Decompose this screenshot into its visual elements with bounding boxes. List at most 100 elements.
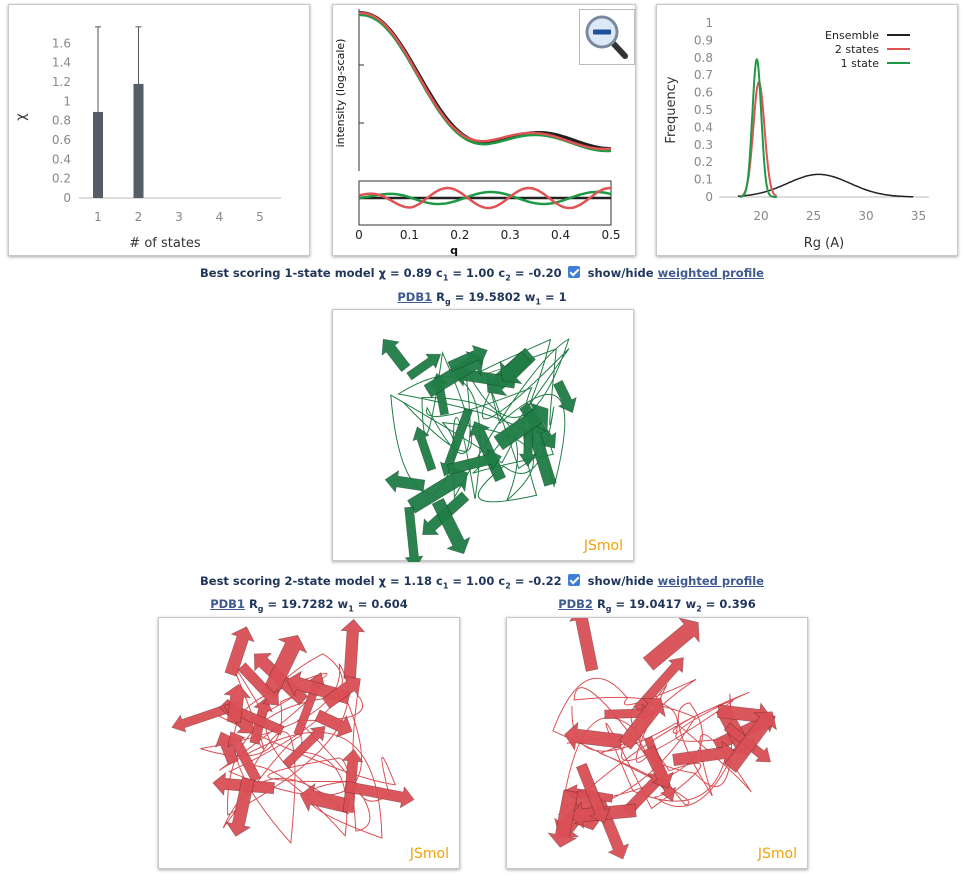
y-axis-label: intensity (log-scale) xyxy=(334,39,347,148)
x-tick-label: 0.4 xyxy=(551,228,570,242)
jsmol-label: JSmol xyxy=(409,846,449,862)
beta-strand xyxy=(499,351,533,385)
x-tick-label: 20 xyxy=(753,209,768,223)
beta-strand xyxy=(223,683,252,724)
y-tick-label: 0 xyxy=(63,191,71,205)
y-tick-label: 0.6 xyxy=(694,86,713,100)
legend-label: 2 states xyxy=(835,43,879,56)
y-tick-label: 1 xyxy=(63,94,71,108)
model2-weighted-profile-link[interactable]: weighted profile xyxy=(657,574,764,588)
model2-pdb1-line: PDB1 Rg = 19.7282 w1 = 0.604 xyxy=(210,597,408,614)
model2-pdb1-link[interactable]: PDB1 xyxy=(210,597,245,611)
beta-strand xyxy=(412,426,437,472)
coil-loop xyxy=(390,337,570,503)
model1-pdb-line: PDB1 Rg = 19.5802 w1 = 1 xyxy=(397,290,567,307)
beta-strand xyxy=(314,709,353,738)
y-tick-label: 0.8 xyxy=(694,51,713,65)
x-axis-label: # of states xyxy=(129,236,201,251)
model2-pdb2-line: PDB2 Rg = 19.0417 w2 = 0.396 xyxy=(558,597,756,614)
beta-strand xyxy=(493,402,549,451)
beta-strand xyxy=(468,420,507,483)
y-axis-label: χ xyxy=(14,113,29,121)
beta-strand xyxy=(381,338,411,373)
model1-toggle-label: show/hide xyxy=(587,266,654,280)
model2-c2: = -0.22 xyxy=(510,574,566,588)
model1-viewer[interactable]: JSmol xyxy=(332,309,634,562)
jsmol-label: JSmol xyxy=(757,846,797,862)
y-tick-label: 0 xyxy=(705,190,713,204)
chi-chart: 0 0.2 0.4 0.6 0.8 1 1.2 1.4 1.6 χ 1 2 3 4 5 # of states xyxy=(14,26,281,251)
bar xyxy=(93,111,103,198)
y-tick-label: 0.5 xyxy=(694,103,713,117)
model1-structure-image xyxy=(381,337,577,562)
y-tick-label: 0.1 xyxy=(694,173,713,187)
model2-rg2-value: = 19.0417 w xyxy=(611,597,697,611)
one-state-line xyxy=(739,57,777,198)
beta-strand xyxy=(322,675,361,709)
model2-pdb2-link[interactable]: PDB2 xyxy=(558,597,593,611)
zoom-out-icon xyxy=(585,15,628,59)
model2-rg2-label: R xyxy=(592,597,606,611)
y-tick-label: 1.2 xyxy=(52,75,71,89)
legend-label: 1 state xyxy=(841,57,880,70)
beta-strand xyxy=(724,711,778,773)
jsmol-label: JSmol xyxy=(583,538,623,554)
x-axis-label: Rg (A) xyxy=(804,236,844,251)
bar xyxy=(133,83,144,198)
chi-chart-panel: 0 0.2 0.4 0.6 0.8 1 1.2 1.4 1.6 χ 1 2 3 4 5 # of states xyxy=(8,4,310,256)
beta-strand xyxy=(384,469,426,494)
model1-score-text: Best scoring 1-state model χ = 0.89 c xyxy=(200,266,443,280)
profile-curve xyxy=(359,11,612,151)
beta-strand xyxy=(618,697,666,750)
y-tick-label: 0.6 xyxy=(52,133,71,147)
beta-strand xyxy=(225,777,255,837)
beta-strand xyxy=(642,745,674,789)
model2-viewer-2[interactable]: JSmol xyxy=(506,617,808,869)
x-tick-label: 3 xyxy=(175,210,183,224)
model2-viewer-1[interactable]: JSmol xyxy=(158,617,460,869)
beta-strand xyxy=(340,618,366,680)
x-tick-label: 5 xyxy=(256,210,264,224)
model2-w1-value: = 0.604 xyxy=(353,597,408,611)
y-tick-label: 1.4 xyxy=(52,56,71,70)
model1-weighted-profile-link[interactable]: weighted profile xyxy=(657,266,764,280)
rg-chart: 0 0.1 0.2 0.3 0.4 0.5 0.6 0.7 0.8 0.9 1 20 25 30 35 Fre… xyxy=(664,16,929,251)
model2-c1: = 1.00 c xyxy=(448,574,506,588)
x-tick-label: 30 xyxy=(858,209,873,223)
beta-strand xyxy=(224,626,255,677)
model2-score-text: Best scoring 2-state model χ = 1.18 c xyxy=(200,574,443,588)
profile-chart: intensity (log-scale) 0 0.1 0.2 0.3 0.4 0.5 q xyxy=(334,9,621,257)
beta-strand xyxy=(227,731,262,783)
model1-rg-label: R xyxy=(432,290,445,304)
residual-curve xyxy=(358,186,612,210)
model2-rg1-value: = 19.7282 w xyxy=(263,597,349,611)
legend-label: Ensemble xyxy=(825,29,879,42)
two-states-line xyxy=(739,81,778,198)
beta-strand xyxy=(672,740,736,767)
model2-toggle-label: show/hide xyxy=(587,574,654,588)
model1-weighted-checkbox[interactable] xyxy=(567,266,580,278)
model2-caption: Best scoring 2-state model χ = 1.18 c1 =… xyxy=(200,574,764,591)
model1-c2: = -0.20 xyxy=(510,266,566,280)
model2-w2-value: = 0.396 xyxy=(701,597,756,611)
beta-strand xyxy=(341,748,364,814)
model2-weighted-checkbox[interactable] xyxy=(567,574,580,586)
x-tick-label: 0 xyxy=(355,228,363,242)
model1-pdb1-link[interactable]: PDB1 xyxy=(397,290,433,304)
y-tick-label: 1 xyxy=(705,16,713,30)
beta-strand xyxy=(261,634,308,699)
beta-strand xyxy=(642,618,700,671)
y-tick-label: 0.2 xyxy=(694,155,713,169)
x-tick-label: 0.5 xyxy=(601,228,620,242)
zoom-out-button[interactable] xyxy=(579,9,635,65)
beta-strand xyxy=(564,721,623,751)
y-tick-label: 0.4 xyxy=(52,152,71,166)
model1-w-value: = 1 xyxy=(540,290,567,304)
rg-chart-panel: 0 0.1 0.2 0.3 0.4 0.5 0.6 0.7 0.8 0.9 1 20 25 30 35 Fre… xyxy=(656,4,958,256)
coil-loop xyxy=(200,653,397,845)
beta-strand xyxy=(431,497,471,555)
beta-strand xyxy=(552,379,577,414)
y-tick-label: 0.4 xyxy=(694,120,713,134)
model2-structure1-image xyxy=(171,618,415,845)
beta-strand xyxy=(344,780,415,809)
